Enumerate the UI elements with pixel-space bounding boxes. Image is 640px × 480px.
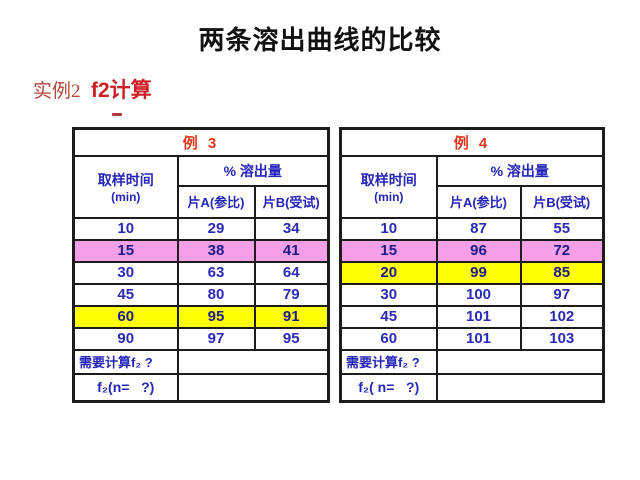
table-row: 90 97 95 bbox=[72, 326, 330, 351]
cell-value-b: 34 bbox=[253, 216, 330, 241]
table-row: f₂(n= ?) bbox=[72, 372, 330, 403]
empty-cell bbox=[176, 348, 330, 375]
cell-value-b: 95 bbox=[253, 326, 330, 351]
table-row: 例 3 bbox=[72, 127, 330, 157]
empty-cell bbox=[435, 348, 605, 375]
cell-value-b: 91 bbox=[253, 304, 330, 329]
table-row: f₂( n= ?) bbox=[339, 372, 605, 403]
example-3-table: 例 3 取样时间 (min) % 溶出量 片A(参比) 片B(受试) 10 29 3… bbox=[72, 127, 330, 403]
table-row: 取样时间 (min) % 溶出量 bbox=[339, 154, 605, 219]
table-row: 片A(参比) 片B(受试) bbox=[74, 184, 330, 219]
cell-value-a: 101 bbox=[435, 304, 522, 329]
col-header-time-label: 取样时间 bbox=[97, 171, 154, 188]
cell-value-b: 41 bbox=[253, 238, 330, 263]
f2-formula: f₂(n= ?) bbox=[72, 372, 179, 403]
cell-value-a: 80 bbox=[176, 282, 256, 307]
col-header-tablet-b: 片B(受试) bbox=[253, 184, 330, 219]
cell-value-a: 96 bbox=[435, 238, 522, 263]
subtitle: 实例2 f2计算 bbox=[33, 74, 152, 104]
col-header-time-unit: (min) bbox=[111, 189, 141, 204]
col-header-dissolution: % 溶出量 bbox=[435, 154, 605, 187]
col-header-time-label: 取样时间 bbox=[360, 171, 417, 188]
cell-value-a: 97 bbox=[176, 326, 256, 351]
table-row: 例 4 bbox=[339, 127, 605, 157]
table-row: 15 96 72 bbox=[339, 238, 605, 263]
cell-value-b: 103 bbox=[519, 326, 605, 351]
cell-time: 60 bbox=[339, 326, 438, 351]
cell-value-a: 38 bbox=[176, 238, 256, 263]
cell-value-a: 99 bbox=[435, 260, 522, 285]
table-row: 45 80 79 bbox=[72, 282, 330, 307]
example-4-table: 例 4 取样时间 (min) % 溶出量 片A(参比) 片B(受试) 10 87 5… bbox=[339, 127, 605, 403]
col-header-time-unit: (min) bbox=[374, 189, 404, 204]
cell-value-a: 101 bbox=[435, 326, 522, 351]
table-row: 片A(参比) 片B(受试) bbox=[341, 184, 605, 219]
f2-question: 需要计算f₂ ? bbox=[72, 348, 179, 375]
table-title: 例 3 bbox=[72, 127, 330, 157]
cell-value-b: 55 bbox=[519, 216, 605, 241]
table-row: 需要计算f₂ ? bbox=[339, 348, 605, 375]
cell-value-a: 95 bbox=[176, 304, 256, 329]
col-header-tablet-b: 片B(受试) bbox=[519, 184, 605, 219]
cell-time: 30 bbox=[72, 260, 179, 285]
cell-value-b: 85 bbox=[519, 260, 605, 285]
cell-time: 20 bbox=[339, 260, 438, 285]
cell-time: 10 bbox=[339, 216, 438, 241]
f2-formula: f₂( n= ?) bbox=[339, 372, 438, 403]
table-row: 需要计算f₂ ? bbox=[72, 348, 330, 375]
table-row: 10 29 34 bbox=[72, 216, 330, 241]
table-row: 45 101 102 bbox=[339, 304, 605, 329]
table-row: 20 99 85 bbox=[339, 260, 605, 285]
cell-value-a: 87 bbox=[435, 216, 522, 241]
cell-time: 60 bbox=[72, 304, 179, 329]
cell-time: 90 bbox=[72, 326, 179, 351]
table-row: 取样时间 (min) % 溶出量 bbox=[72, 154, 330, 219]
table-row: 60 95 91 bbox=[72, 304, 330, 329]
empty-cell bbox=[435, 372, 605, 403]
red-dash bbox=[112, 113, 122, 116]
cell-time: 15 bbox=[339, 238, 438, 263]
table-row: 60 101 103 bbox=[339, 326, 605, 351]
cell-time: 45 bbox=[339, 304, 438, 329]
cell-value-b: 72 bbox=[519, 238, 605, 263]
cell-value-b: 79 bbox=[253, 282, 330, 307]
table-row: 30 100 97 bbox=[339, 282, 605, 307]
table-row: 10 87 55 bbox=[339, 216, 605, 241]
col-header-dissolution: % 溶出量 bbox=[176, 154, 330, 187]
table-title: 例 4 bbox=[339, 127, 605, 157]
slide-title: 两条溶出曲线的比较 bbox=[198, 25, 442, 55]
cell-time: 10 bbox=[72, 216, 179, 241]
subtitle-f2-label: f2计算 bbox=[90, 79, 152, 102]
table-row: 30 63 64 bbox=[72, 260, 330, 285]
cell-value-a: 100 bbox=[435, 282, 522, 307]
table-row: 15 38 41 bbox=[72, 238, 330, 263]
cell-time: 45 bbox=[72, 282, 179, 307]
col-header-time: 取样时间 (min) bbox=[339, 154, 438, 219]
col-header-tablet-a: 片A(参比) bbox=[435, 184, 522, 219]
cell-value-b: 97 bbox=[519, 282, 605, 307]
col-header-tablet-a: 片A(参比) bbox=[176, 184, 256, 219]
f2-question: 需要计算f₂ ? bbox=[339, 348, 438, 375]
cell-value-a: 29 bbox=[176, 216, 256, 241]
cell-value-b: 64 bbox=[253, 260, 330, 285]
empty-cell bbox=[176, 372, 330, 403]
subtitle-example-label: 实例2 bbox=[33, 81, 81, 102]
col-header-time: 取样时间 (min) bbox=[72, 154, 179, 219]
cell-value-b: 102 bbox=[519, 304, 605, 329]
cell-value-a: 63 bbox=[176, 260, 256, 285]
cell-time: 15 bbox=[72, 238, 179, 263]
cell-time: 30 bbox=[339, 282, 438, 307]
